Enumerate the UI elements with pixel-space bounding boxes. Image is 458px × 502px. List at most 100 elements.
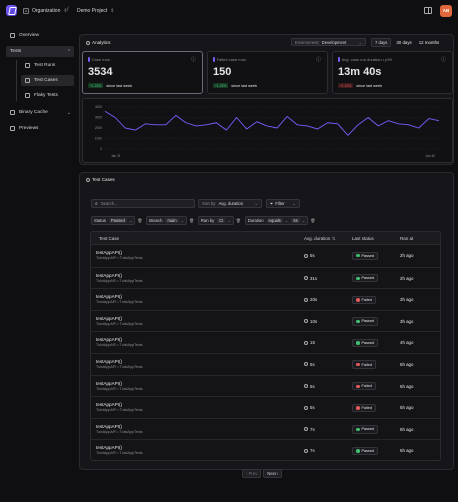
series-marker: [338, 57, 340, 62]
status-label: Passed: [361, 427, 375, 432]
metric-card-avg-duration[interactable]: Avg. case run duration • p99 ⓘ 13m 40s +…: [332, 51, 453, 94]
table-row[interactable]: testAppAPI() TuistAppAPI • TuistAppTests 5…: [91, 374, 440, 397]
column-test-case[interactable]: Test Case: [99, 236, 120, 241]
filter-button[interactable]: ⏷ Filter ⌄: [266, 199, 300, 208]
metric-delta: +1.23%: [213, 83, 229, 89]
ran-at-value: 5h ago: [400, 383, 414, 389]
sidebar-item-overview[interactable]: Overview: [6, 30, 74, 41]
table-body: testAppAPI() TuistAppAPI • TuistAppTests 5…: [90, 245, 441, 461]
search-icon: ⌕: [95, 200, 98, 207]
info-icon: ⓘ: [190, 57, 196, 63]
status-label: Failed: [361, 362, 372, 367]
status-badge: Passed: [352, 274, 379, 283]
test-case-path: TuistAppAPI • TuistAppTests: [96, 321, 143, 326]
metric-card-failed-runs[interactable]: Failed case runs ⓘ 150 +1.23% since last …: [207, 51, 328, 94]
org-name: Organization: [32, 8, 61, 14]
chart-icon: [86, 40, 90, 45]
test-case-name: testAppAPI(): [96, 294, 123, 300]
table-row[interactable]: testAppAPI() TuistAppAPI • TuistAppTests 1…: [91, 331, 440, 353]
status-label: Failed: [361, 297, 372, 302]
metric-card-case-runs[interactable]: Case runs ⓘ 3534 +1.23% since last week: [82, 51, 203, 94]
status-label: Passed: [361, 449, 375, 454]
table-row[interactable]: testAppAPI() TuistAppAPI • TuistAppTests 1…: [91, 309, 440, 332]
sidebar-item-flaky-tests[interactable]: Flaky Tests: [21, 90, 74, 101]
prev-button[interactable]: ‹ Prev: [242, 469, 262, 478]
avatar[interactable]: AB: [440, 5, 452, 17]
column-avg-duration[interactable]: Avg. duration ⇅: [304, 236, 335, 242]
filter-chip-ran-by[interactable]: Ran by CI ⌄: [197, 216, 234, 225]
duration-cell: 7s: [304, 427, 315, 432]
status-dot-icon: [356, 362, 360, 367]
metric-suffix: since last week: [356, 83, 383, 88]
metric-label: Case runs: [91, 57, 110, 62]
table-row[interactable]: testAppAPI() TuistAppAPI • TuistAppTests 5…: [91, 352, 440, 375]
environment-value: Development: [321, 39, 347, 45]
test-case-name: testAppAPI(): [96, 445, 123, 451]
sidebar-item-label: Binary Cache: [19, 110, 48, 115]
table-row[interactable]: testAppAPI() TuistAppAPI • TuistAppTests 3…: [91, 266, 440, 289]
test-case-name: testAppAPI(): [96, 337, 123, 343]
trash-icon[interactable]: 🗑: [189, 218, 194, 223]
prev-label: Prev: [248, 471, 258, 476]
ran-at-value: 3h ago: [400, 297, 414, 303]
environment-label: Environment:: [295, 39, 320, 45]
sidebar-item-tests[interactable]: Tests ⌃: [6, 46, 74, 57]
line-chart-card: 4000 3000 2000 1000 0 Jan 31 Jan 40: [82, 98, 453, 163]
chevron-down-icon: ⌄: [292, 201, 296, 206]
clock-icon: [304, 319, 308, 324]
sidebar-item-label: Previews: [19, 126, 39, 131]
sidebar-item-test-runs[interactable]: Test Runs: [21, 60, 74, 71]
ran-at-value: 5h ago: [400, 361, 414, 367]
trash-icon[interactable]: 🗑: [235, 218, 241, 223]
status-badge: Failed: [352, 403, 376, 413]
tab-7-days[interactable]: 7 days: [371, 38, 392, 47]
sidebar-item-label: Test Cases: [34, 78, 58, 83]
sort-select[interactable]: Sort by: Avg. duration ⌄: [198, 199, 262, 208]
org-initial-badge: A: [23, 8, 29, 14]
table-row[interactable]: testAppAPI() TuistAppAPI • TuistAppTests 5…: [91, 396, 440, 418]
trash-icon[interactable]: 🗑: [137, 218, 143, 223]
environment-select[interactable]: Environment: Development ⌄: [291, 38, 366, 46]
filter-value: 5s: [291, 217, 300, 223]
trash-icon[interactable]: 🗑: [310, 218, 316, 223]
sidebar-item-test-cases[interactable]: Test Cases: [21, 75, 74, 86]
project-name: Demo Project: [77, 8, 108, 14]
chevron-down-icon: ⌄: [358, 39, 362, 45]
test-icon: [86, 177, 90, 182]
sidebar-item-binary-cache[interactable]: Binary Cache ⌄: [6, 107, 74, 118]
test-case-path: TuistAppAPI • TuistAppTests: [96, 278, 143, 283]
status-cell: Passed: [352, 274, 379, 283]
tab-12-months[interactable]: 12 months: [418, 40, 440, 45]
status-label: Passed: [361, 253, 375, 258]
test-case-cell: testAppAPI() TuistAppAPI • TuistAppTests: [96, 359, 143, 369]
test-case-cell: testAppAPI() TuistAppAPI • TuistAppTests: [96, 316, 143, 326]
status-dot-icon: [356, 384, 360, 388]
table-row[interactable]: testAppAPI() TuistAppAPI • TuistAppTests 5…: [91, 245, 440, 267]
table-row[interactable]: testAppAPI() TuistAppAPI • TuistAppTests 7…: [91, 417, 440, 440]
test-case-cell: testAppAPI() TuistAppAPI • TuistAppTests: [96, 381, 143, 391]
filter-chip-status[interactable]: Status Passed ⌄: [91, 216, 136, 225]
metric-value: 150: [213, 66, 232, 78]
column-ran-at[interactable]: Ran at: [400, 236, 414, 241]
sidebar-item-previews[interactable]: Previews: [6, 123, 74, 134]
clock-icon: [304, 362, 308, 367]
filter-key: Branch: [149, 217, 163, 223]
metric-label: Failed case runs: [216, 57, 246, 62]
tab-30-days[interactable]: 30 days: [396, 40, 412, 45]
app-logo-icon[interactable]: [6, 5, 17, 16]
search-input[interactable]: ⌕ Search...: [91, 199, 195, 208]
filter-chip-branch[interactable]: Branch main ⌄: [146, 216, 188, 225]
organization-switcher[interactable]: A Organization ⇕: [23, 8, 68, 14]
status-badge: Passed: [352, 338, 379, 348]
chevron-down-icon: ⌄: [180, 217, 185, 223]
filter-chip-duration[interactable]: Duration equals ⌄ 5s ⌄: [244, 216, 309, 225]
list-icon: [25, 78, 30, 83]
column-last-status[interactable]: Last status: [352, 236, 374, 241]
x-tick-label: Jan 40: [425, 154, 435, 158]
project-switcher[interactable]: Demo Project ⇕: [77, 8, 115, 14]
duration-value: 20s: [310, 297, 318, 303]
next-button[interactable]: Next ›: [263, 469, 283, 478]
table-row[interactable]: testAppAPI() TuistAppAPI • TuistAppTests 7…: [91, 439, 440, 461]
table-row[interactable]: testAppAPI() TuistAppAPI • TuistAppTests 2…: [91, 288, 440, 310]
sidebar-toggle-icon[interactable]: [424, 7, 432, 14]
